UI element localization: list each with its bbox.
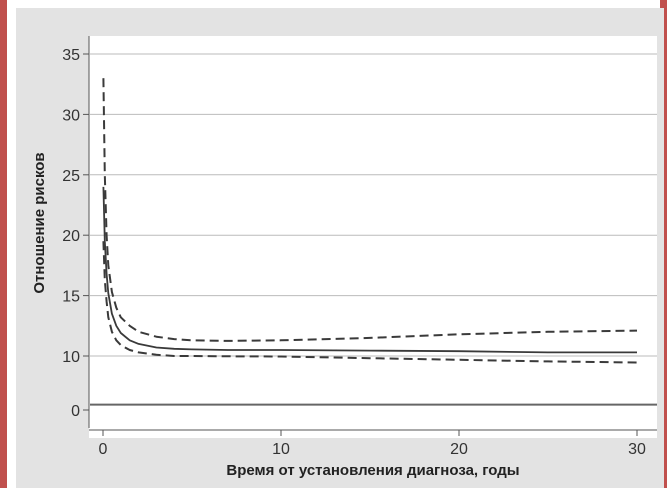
confidence-interval-line: [102, 78, 638, 342]
y-tick-label: 35: [62, 47, 80, 64]
y-ticks: 0 10 15 20 25 30 35: [62, 47, 89, 420]
series-group: [102, 78, 638, 364]
grid-lines: [90, 53, 657, 357]
y-tick-label: 15: [62, 289, 80, 306]
confidence-interval-line: [102, 241, 638, 364]
y-axis-title: Отношение рисков: [31, 152, 48, 293]
hazard-ratio-line: [102, 186, 637, 354]
figure-background: 0 10 15 20 25 30 35 0 10 20 30 Отношение рисков В…: [16, 8, 664, 488]
x-ticks: 0 10 20 30: [99, 430, 646, 458]
y-tick-label: 25: [62, 168, 80, 185]
x-tick-label: 30: [628, 441, 646, 458]
x-axis-title: Время от установления диагноза, годы: [226, 462, 519, 479]
x-tick-label: 10: [272, 441, 290, 458]
line-chart: 0 10 15 20 25 30 35 0 10 20 30 Отношение рисков В…: [31, 36, 657, 479]
x-tick-label: 20: [450, 441, 468, 458]
x-tick-label: 0: [99, 441, 108, 458]
y-tick-label: 30: [62, 107, 80, 124]
plot-area: [89, 36, 657, 438]
y-tick-label: 0: [71, 403, 80, 420]
y-tick-label: 10: [62, 349, 80, 366]
y-tick-label: 20: [62, 228, 80, 245]
